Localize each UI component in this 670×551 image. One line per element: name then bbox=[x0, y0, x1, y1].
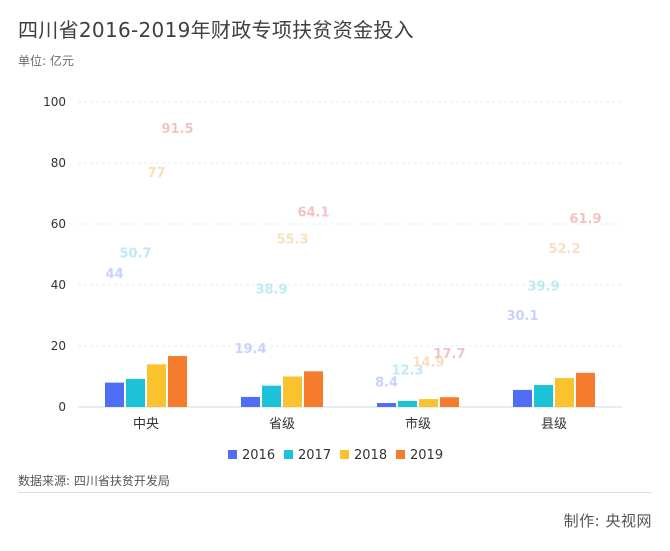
data-label: 44 bbox=[105, 267, 123, 282]
y-tick-label: 80 bbox=[51, 156, 66, 170]
data-label: 19.4 bbox=[234, 342, 266, 357]
chart-title: 四川省2016-2019年财政专项扶贫资金投入 bbox=[18, 18, 414, 42]
y-tick-label: 60 bbox=[51, 217, 66, 231]
legend-swatch-2017 bbox=[284, 450, 293, 459]
bar-2017-中央 bbox=[126, 378, 145, 407]
y-tick-label: 20 bbox=[51, 339, 66, 353]
data-label: 14.9 bbox=[412, 356, 444, 371]
data-label: 38.9 bbox=[255, 282, 287, 297]
bar-2016-市级 bbox=[377, 403, 396, 407]
bar-2017-省级 bbox=[262, 385, 281, 407]
data-label: 17.7 bbox=[433, 347, 465, 362]
data-label: 8.4 bbox=[375, 375, 398, 390]
bar-2019-市级 bbox=[440, 397, 459, 407]
bar-2016-中央 bbox=[105, 382, 124, 407]
legend-label: 2017 bbox=[298, 448, 331, 463]
data-label: 12.3 bbox=[391, 363, 423, 378]
legend-swatch-2016 bbox=[228, 450, 237, 459]
bar-2017-县级 bbox=[534, 385, 553, 407]
credit-label: 制作: 央视网 bbox=[563, 512, 652, 530]
bar-2018-县级 bbox=[555, 378, 574, 407]
y-tick-label: 100 bbox=[43, 95, 66, 109]
legend-label: 2016 bbox=[242, 448, 275, 463]
bar-2016-县级 bbox=[513, 389, 532, 407]
legend-label: 2018 bbox=[354, 448, 387, 463]
data-label: 64.1 bbox=[297, 205, 329, 220]
data-label: 55.3 bbox=[276, 232, 308, 247]
data-source: 数据来源: 四川省扶贫开发局 bbox=[18, 474, 170, 488]
data-label: 39.9 bbox=[527, 279, 559, 294]
legend-swatch-2019 bbox=[396, 450, 405, 459]
data-label: 91.5 bbox=[161, 122, 193, 137]
bar-2017-市级 bbox=[398, 400, 417, 407]
bar-2018-省级 bbox=[283, 376, 302, 407]
y-tick-label: 0 bbox=[58, 400, 66, 414]
x-tick-label: 县级 bbox=[541, 417, 567, 432]
data-label: 77 bbox=[147, 166, 165, 181]
bar-2019-中央 bbox=[168, 356, 187, 407]
data-label: 52.2 bbox=[548, 242, 580, 257]
bar-2019-县级 bbox=[576, 372, 595, 407]
bar-2018-中央 bbox=[147, 364, 166, 407]
data-label: 30.1 bbox=[506, 309, 538, 324]
data-label: 50.7 bbox=[119, 246, 151, 261]
legend-swatch-2018 bbox=[340, 450, 349, 459]
legend-label: 2019 bbox=[410, 448, 443, 463]
bar-2019-省级 bbox=[304, 371, 323, 407]
data-label: 61.9 bbox=[569, 212, 601, 227]
bar-2016-省级 bbox=[241, 396, 260, 407]
x-tick-label: 中央 bbox=[133, 417, 159, 432]
y-tick-label: 40 bbox=[51, 278, 66, 292]
bar-2018-市级 bbox=[419, 399, 438, 407]
x-tick-label: 市级 bbox=[405, 416, 431, 432]
divider bbox=[18, 492, 652, 493]
x-tick-label: 省级 bbox=[269, 417, 295, 432]
unit-label: 单位: 亿元 bbox=[18, 54, 74, 68]
